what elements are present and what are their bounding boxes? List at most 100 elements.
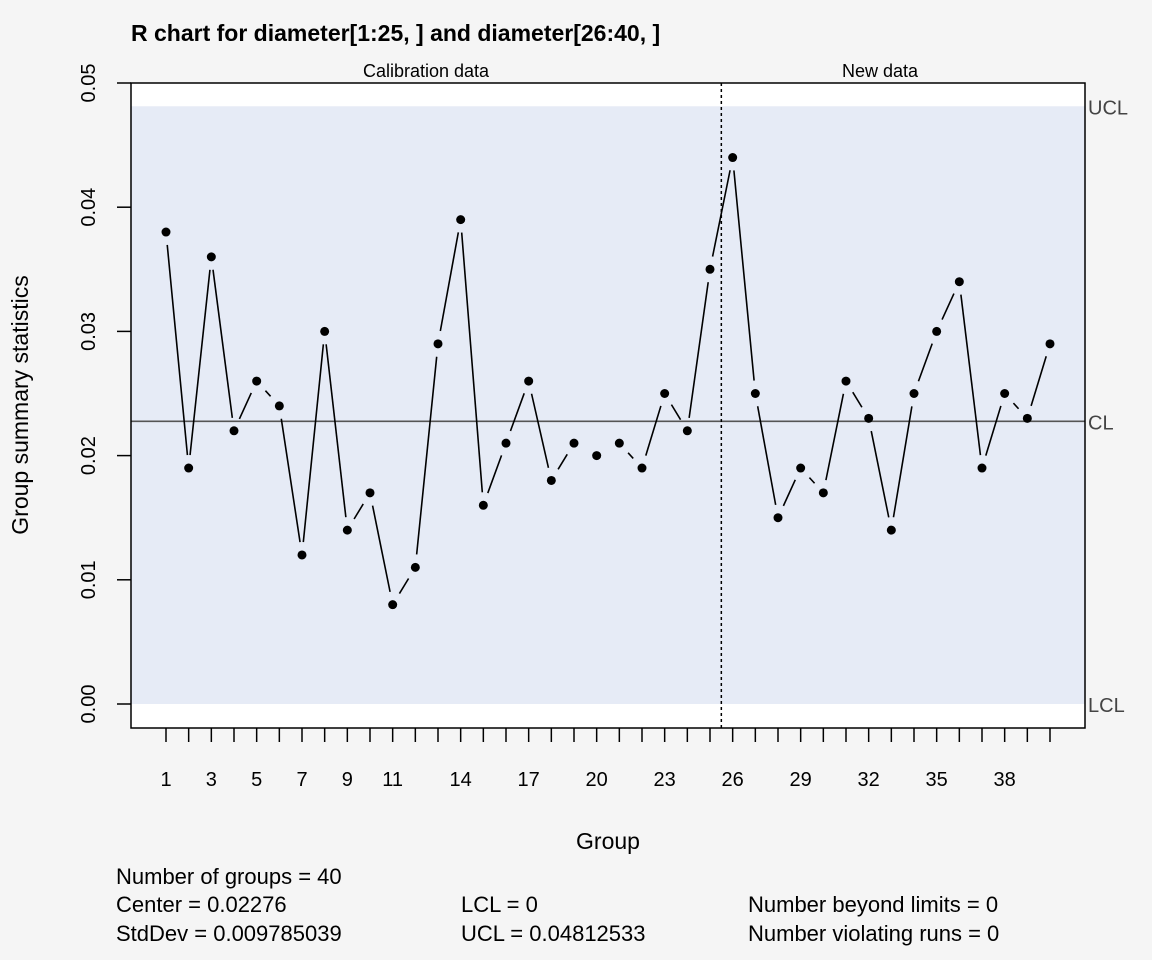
data-point bbox=[546, 475, 556, 485]
data-point bbox=[773, 513, 783, 523]
series-line-segment bbox=[302, 344, 325, 543]
stat-violating-runs: Number violating runs = 0 bbox=[748, 921, 1000, 946]
data-point bbox=[229, 426, 239, 436]
data-point bbox=[1000, 389, 1010, 398]
data-point bbox=[592, 451, 602, 461]
x-tick-label: 20 bbox=[586, 769, 608, 791]
data-point bbox=[342, 525, 352, 535]
data-point bbox=[932, 326, 942, 336]
x-tick-label: 26 bbox=[722, 769, 744, 791]
data-point bbox=[501, 438, 511, 448]
series-line-segment bbox=[825, 393, 845, 481]
y-tick-label: 0.05 bbox=[78, 64, 100, 103]
y-axis-label: Group summary statistics bbox=[7, 275, 33, 534]
plot-area bbox=[131, 83, 1085, 728]
series-line-segment bbox=[670, 404, 682, 421]
data-point bbox=[365, 488, 375, 498]
series-line-segment bbox=[960, 294, 982, 456]
series-line-segment bbox=[353, 503, 364, 520]
series-line-segment bbox=[264, 390, 272, 397]
x-tick-label: 11 bbox=[382, 769, 403, 791]
data-point bbox=[864, 413, 874, 423]
series-line-segment bbox=[325, 344, 347, 518]
series-line-segment bbox=[1030, 356, 1047, 407]
data-point bbox=[909, 389, 919, 398]
series-line-segment bbox=[870, 430, 890, 518]
stat-ucl: UCL = 0.04812533 bbox=[461, 921, 646, 946]
stat-center: Center = 0.02276 bbox=[116, 892, 287, 917]
series-line-segment bbox=[398, 578, 410, 594]
x-tick-label: 3 bbox=[206, 769, 217, 791]
stat-lcl: LCL = 0 bbox=[461, 892, 538, 917]
data-point bbox=[297, 550, 307, 560]
data-point bbox=[954, 277, 964, 287]
series-line-segment bbox=[733, 170, 755, 381]
series-line-segment bbox=[941, 293, 955, 320]
y-tick-label: 0.03 bbox=[78, 312, 100, 351]
series-line-segment bbox=[688, 282, 709, 418]
series-line-segment bbox=[166, 244, 189, 456]
x-tick-label: 32 bbox=[858, 769, 880, 791]
section-label-calibration: Calibration data bbox=[363, 61, 490, 81]
lcl-label: LCL bbox=[1088, 695, 1125, 717]
series-line-segment bbox=[371, 505, 391, 593]
data-point bbox=[1022, 413, 1032, 423]
data-point bbox=[750, 389, 760, 398]
y-tick-label: 0.04 bbox=[78, 188, 100, 227]
series-line-segment bbox=[711, 170, 731, 257]
series-line-segment bbox=[985, 405, 1002, 456]
series-line-segment bbox=[557, 453, 568, 470]
series-line-segment bbox=[1012, 402, 1020, 410]
series-line-segment bbox=[756, 406, 777, 506]
stat-number-of-groups: Number of groups = 40 bbox=[116, 864, 342, 889]
y-tick-label: 0.00 bbox=[78, 685, 100, 724]
series-line-segment bbox=[460, 232, 484, 493]
axes: 0.000.010.020.030.040.051 3 5 7 9 11 14 17 20 23 2… bbox=[78, 64, 1086, 791]
data-point bbox=[206, 252, 216, 262]
data-point bbox=[161, 227, 171, 237]
data-point bbox=[614, 438, 624, 448]
series-line-segment bbox=[782, 479, 796, 507]
data-point bbox=[705, 264, 715, 274]
x-tick-label: 17 bbox=[518, 769, 540, 791]
data-point bbox=[252, 376, 262, 386]
data-point bbox=[682, 426, 692, 436]
data-point bbox=[886, 525, 896, 535]
data-point bbox=[184, 463, 194, 473]
data-point bbox=[320, 326, 330, 336]
data-point bbox=[1045, 339, 1055, 349]
x-tick-label: 38 bbox=[994, 769, 1016, 791]
plot-border bbox=[130, 82, 1086, 729]
data-point bbox=[977, 463, 987, 473]
series-line-segment bbox=[280, 418, 301, 543]
data-point bbox=[818, 488, 828, 498]
x-tick-label: 35 bbox=[926, 769, 948, 791]
series-line-segment bbox=[212, 269, 234, 418]
data-point bbox=[410, 562, 420, 572]
data-point bbox=[478, 500, 488, 510]
control-limit-band bbox=[131, 106, 1085, 705]
series-line-segment bbox=[917, 343, 933, 382]
data-point bbox=[274, 401, 284, 411]
x-axis-label: Group bbox=[576, 828, 640, 854]
data-point bbox=[388, 600, 398, 610]
x-tick-label: 1 bbox=[160, 769, 171, 791]
series-line-segment bbox=[439, 232, 460, 332]
stat-stddev: StdDev = 0.009785039 bbox=[116, 921, 342, 946]
ucl-label: UCL bbox=[1088, 97, 1128, 119]
cl-label: CL bbox=[1088, 412, 1114, 434]
series-line-segment bbox=[509, 393, 525, 432]
x-tick-label: 29 bbox=[790, 769, 812, 791]
y-tick-label: 0.01 bbox=[78, 560, 100, 599]
data-point bbox=[524, 376, 534, 386]
x-tick-label: 5 bbox=[251, 769, 262, 791]
x-tick-label: 7 bbox=[296, 769, 307, 791]
series-line-segment bbox=[238, 392, 252, 420]
data-point bbox=[841, 376, 851, 386]
data-point bbox=[433, 339, 443, 349]
series-line-segment bbox=[189, 269, 211, 456]
x-tick-label: 23 bbox=[654, 769, 676, 791]
stat-beyond-limits: Number beyond limits = 0 bbox=[748, 892, 999, 917]
series-line-segment bbox=[892, 406, 913, 518]
